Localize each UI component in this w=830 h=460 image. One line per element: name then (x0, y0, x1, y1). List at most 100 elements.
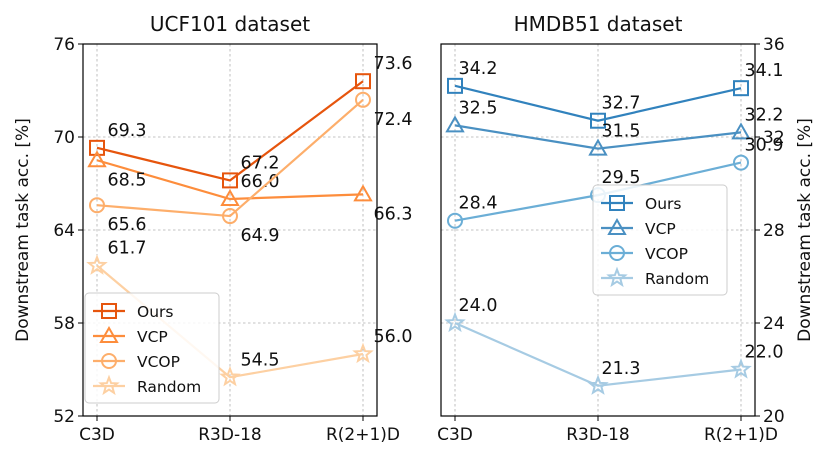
data-point (353, 184, 373, 202)
data-label: 66.0 (241, 172, 280, 192)
series-random: 61.7 54.5 56.0 (86, 239, 413, 387)
legend-box (592, 184, 728, 296)
data-point (590, 112, 606, 129)
y-axis-label: Downstream task acc. [%] (795, 118, 815, 342)
y-tick-label: 20 (763, 407, 785, 427)
chart-title: HMDB51 dataset (514, 12, 683, 36)
x-tick-label: R(2+1)D (704, 425, 778, 445)
data-point (89, 197, 105, 214)
legend: Ours VCP VCOP Random (84, 292, 220, 404)
series-random: 24.0 21.3 22.0 (444, 296, 784, 395)
x-tick-label: R3D-18 (198, 425, 261, 445)
series-vcop: 65.6 64.9 72.4 (89, 91, 413, 246)
legend-marker (101, 353, 117, 369)
chart-panel-2: HMDB51 dataset 20 24 28 32 36 C3D R3D-18 R(2+1)D… (437, 12, 815, 445)
legend-box (84, 292, 220, 404)
series-vcp: 32.5 31.5 32.2 (445, 98, 784, 156)
data-label: 34.2 (459, 59, 498, 79)
data-label: 30.9 (745, 136, 784, 156)
data-label: 22.0 (745, 343, 784, 363)
data-label: 34.1 (745, 61, 784, 81)
data-label: 68.5 (108, 170, 147, 190)
x-tick-label: C3D (79, 425, 115, 445)
data-point (355, 73, 371, 90)
x-tick-label: R3D-18 (566, 425, 629, 445)
data-label: 65.6 (108, 215, 147, 235)
legend-label: Ours (137, 303, 173, 321)
x-tick-label: R(2+1)D (326, 425, 400, 445)
legend-marker (101, 303, 117, 319)
y-tick-label: 70 (53, 128, 75, 148)
data-label: 72.4 (374, 110, 413, 130)
y-tick-label: 32 (763, 128, 785, 148)
data-point (355, 91, 371, 108)
data-point (444, 311, 466, 333)
series-line-vcop (96, 98, 364, 218)
y-tick-label: 28 (763, 221, 785, 241)
data-point (733, 154, 749, 171)
legend-label: VCOP (645, 245, 688, 263)
data-label: 31.5 (602, 122, 641, 142)
data-point (733, 80, 749, 97)
data-label: 54.5 (241, 350, 280, 370)
data-point (222, 208, 238, 225)
y-tick-label: 76 (53, 35, 75, 55)
y-axis-label: Downstream task acc. [%] (13, 118, 33, 342)
y-tick-label: 52 (53, 407, 75, 427)
data-point (447, 212, 463, 229)
data-point (219, 365, 241, 387)
series-line-ours (454, 84, 742, 122)
data-label: 21.3 (602, 359, 641, 379)
data-point (445, 115, 465, 133)
data-label: 64.9 (241, 226, 280, 246)
legend-label: Ours (645, 195, 681, 213)
series-ours: 69.3 67.2 73.6 (89, 54, 413, 189)
legend-marker (606, 266, 628, 288)
legend-label: VCP (645, 220, 676, 238)
data-label: 28.4 (459, 194, 498, 214)
data-label: 69.3 (108, 121, 147, 141)
data-point (86, 254, 108, 275)
y-tick-label: 36 (763, 35, 785, 55)
data-point (89, 139, 105, 156)
x-tick-label: C3D (437, 425, 473, 445)
data-label: 73.6 (374, 54, 413, 74)
legend-marker (609, 195, 625, 211)
legend-label: VCP (137, 328, 168, 346)
data-label: 32.5 (459, 98, 498, 118)
data-point (731, 122, 751, 140)
legend-marker (99, 325, 119, 343)
y-tick-label: 24 (763, 314, 785, 334)
legend: Ours VCP VCOP Random (592, 184, 728, 296)
data-label: 24.0 (459, 296, 498, 316)
data-point (222, 172, 238, 189)
legend-label: Random (137, 378, 201, 396)
data-label: 29.5 (602, 168, 641, 188)
series-line-vcp (454, 124, 742, 150)
series-line-vcp (96, 159, 364, 201)
y-tick-label: 58 (53, 314, 75, 334)
data-label: 67.2 (241, 153, 280, 173)
data-label: 66.3 (374, 204, 413, 224)
data-point (588, 138, 608, 156)
data-point (447, 77, 463, 94)
data-label: 56.0 (374, 327, 413, 347)
data-label: 32.2 (745, 105, 784, 125)
y-tick-label: 64 (53, 221, 75, 241)
series-line-random (454, 321, 742, 387)
data-point (352, 342, 374, 364)
legend-marker (607, 217, 627, 235)
legend-label: Random (645, 270, 709, 288)
data-point (220, 188, 240, 206)
chart-panel-1: UCF101 dataset 52 58 64 70 76 C3D R3D-18 R(2+1)D… (13, 12, 412, 445)
legend-marker (609, 245, 625, 261)
legend-marker (98, 374, 120, 396)
data-label: 32.7 (602, 94, 641, 114)
data-point (587, 374, 609, 395)
chart-title: UCF101 dataset (150, 12, 310, 36)
data-point (87, 150, 107, 168)
data-label: 61.7 (108, 239, 147, 259)
data-point (730, 358, 752, 379)
legend-label: VCOP (137, 353, 180, 371)
